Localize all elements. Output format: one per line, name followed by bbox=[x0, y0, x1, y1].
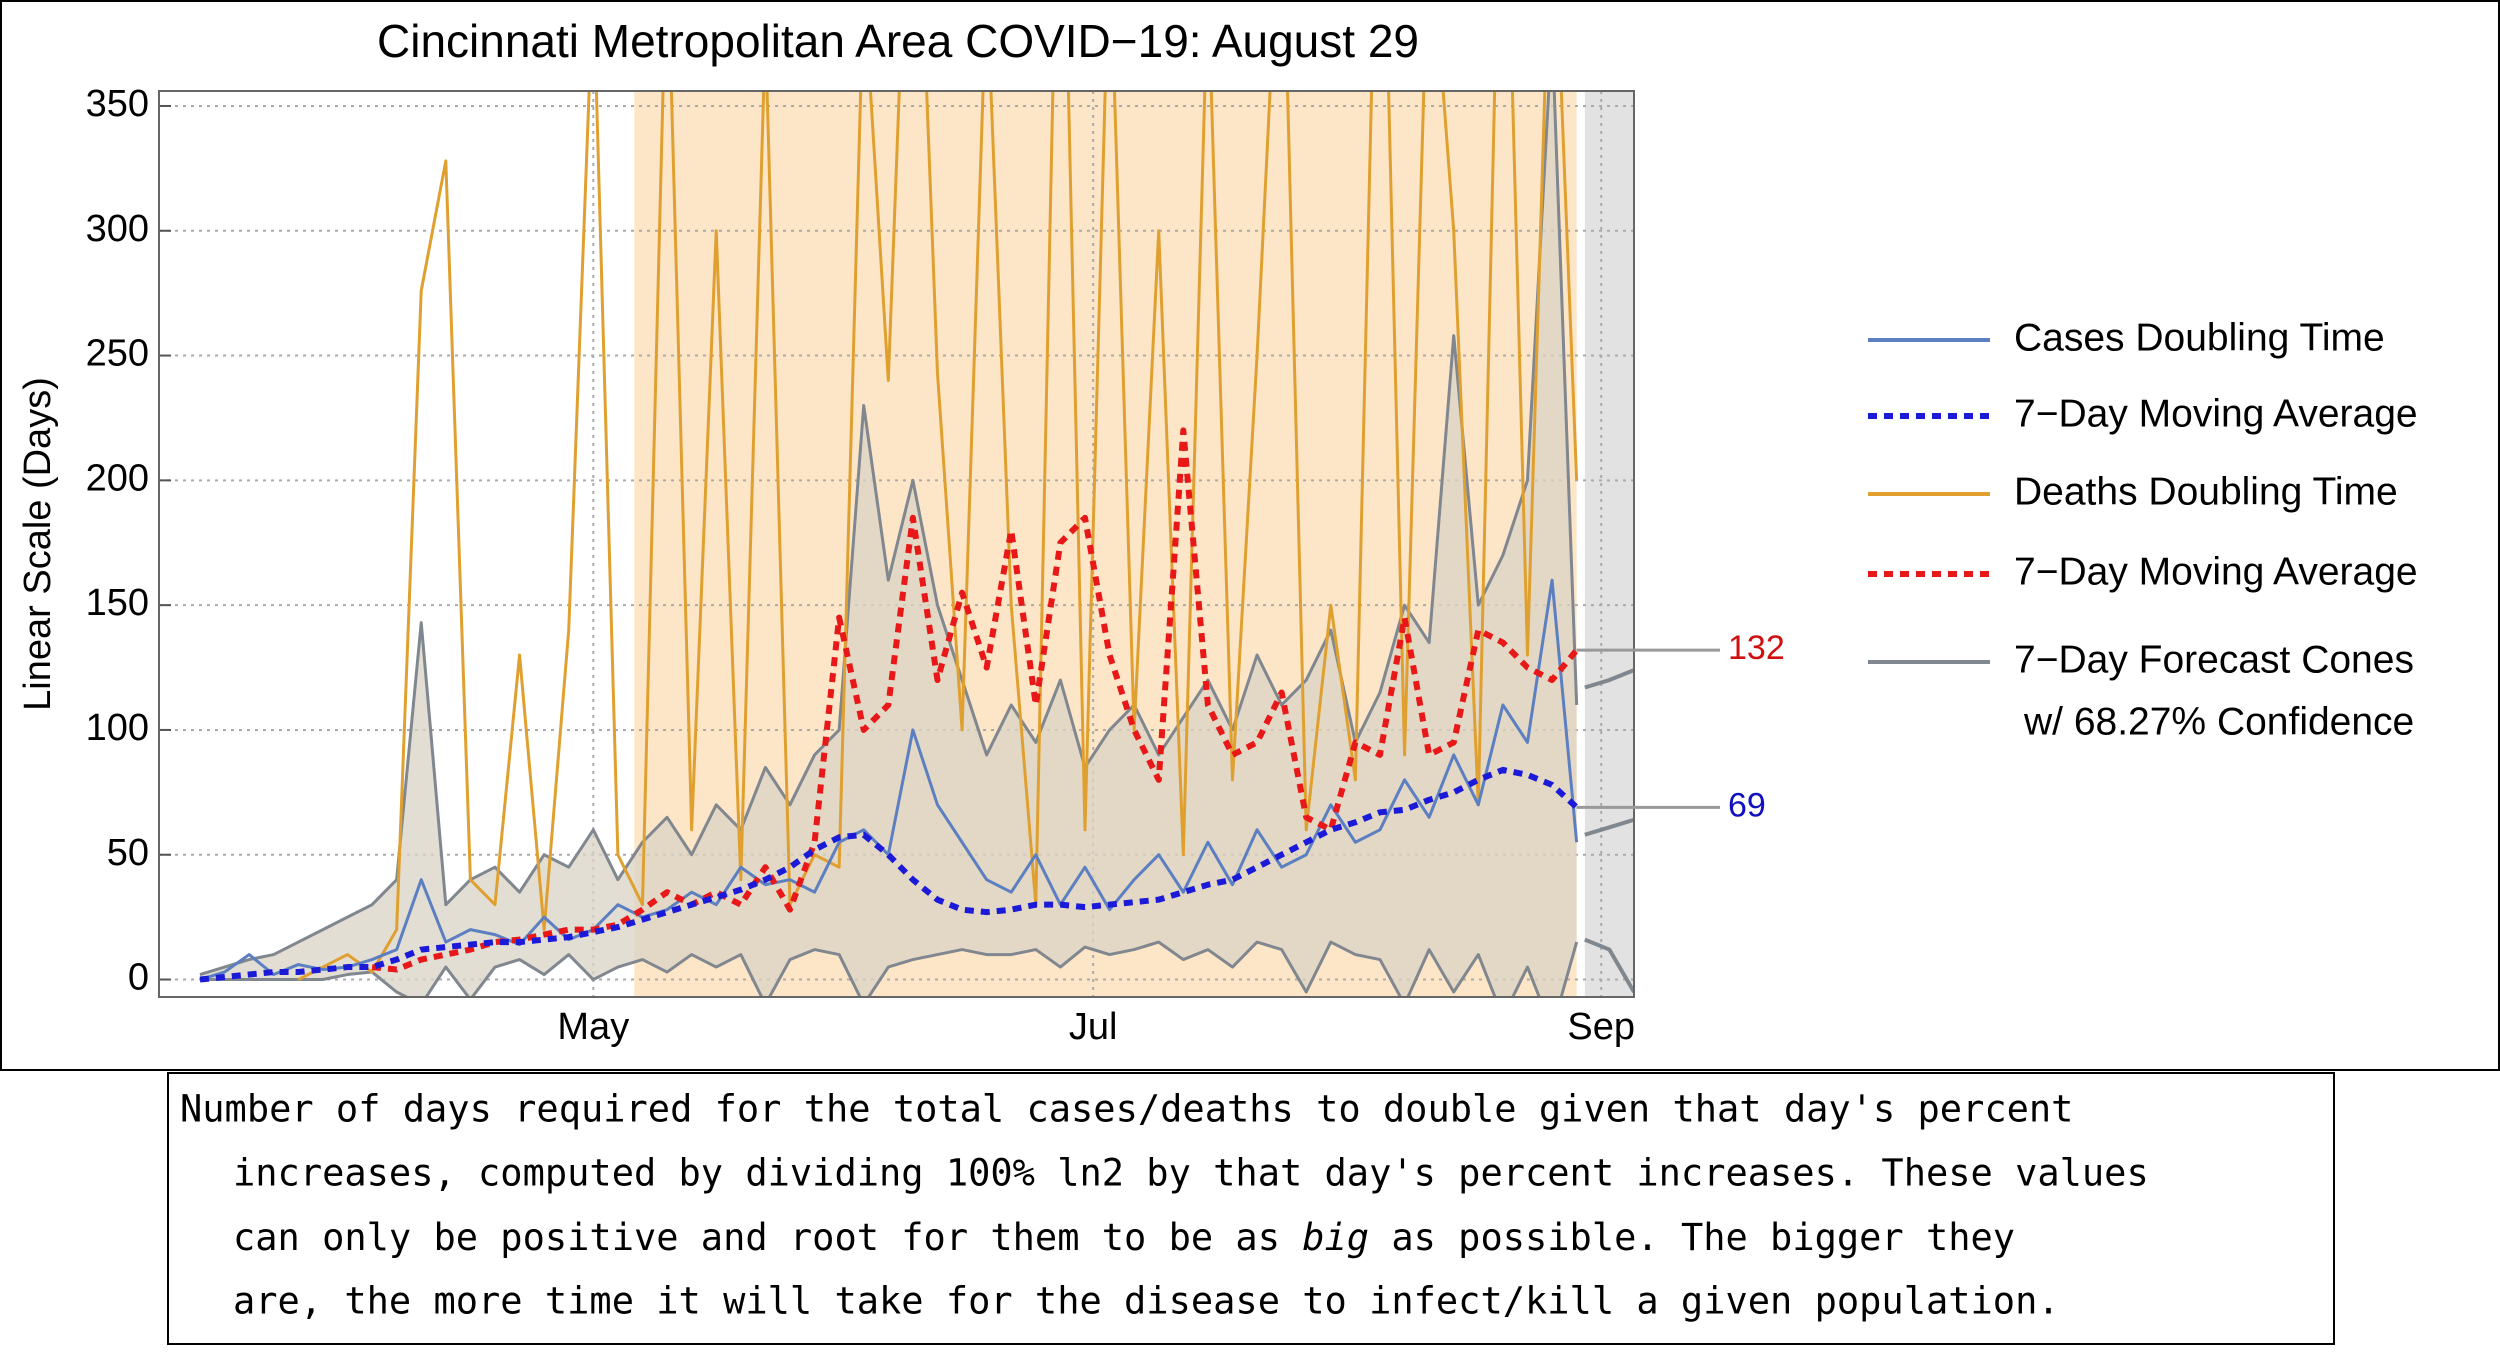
data-line bbox=[199, 578, 1579, 981]
legend-label: Cases Doubling Time bbox=[2014, 316, 2385, 359]
legend-label: 7−Day Forecast Cones bbox=[2014, 638, 2414, 681]
y-tick-label: 150 bbox=[86, 582, 149, 624]
cone-lower bbox=[199, 940, 1579, 997]
legend-label: 7−Day Moving Average bbox=[2014, 550, 2418, 593]
plot-frame bbox=[158, 90, 1635, 998]
legend-label: Deaths Doubling Time bbox=[2014, 470, 2398, 513]
caption-line: are, the more time it will take for the … bbox=[233, 1280, 2060, 1323]
x-tick-label: Sep bbox=[1567, 1006, 1635, 1048]
legend-label: 7−Day Moving Average bbox=[2014, 392, 2418, 435]
caption-text: as possible. The bigger they bbox=[1369, 1216, 2015, 1259]
x-tick-label: Jul bbox=[1069, 1006, 1118, 1048]
caption-text: can only be positive and root for them t… bbox=[233, 1216, 1302, 1259]
caption-box bbox=[167, 1072, 2335, 1345]
y-tick-label: 300 bbox=[86, 208, 149, 250]
y-tick-label: 350 bbox=[86, 83, 149, 125]
chart-frame bbox=[0, 0, 2500, 1071]
y-axis-label: Linear Scale (Days) bbox=[17, 377, 59, 711]
shaded-band bbox=[1584, 91, 1634, 997]
plot-area bbox=[159, 91, 1634, 997]
y-tick-label: 0 bbox=[128, 957, 149, 999]
caption-line: Number of days required for the total ca… bbox=[180, 1088, 2073, 1131]
data-line bbox=[297, 91, 1579, 981]
axes: 0 50 100 150 200 250 300 350 May Jul Sep 132 69 Cases… bbox=[86, 83, 2418, 1048]
forecast-line bbox=[1584, 817, 1634, 837]
annotation-label: 69 bbox=[1728, 786, 1766, 824]
y-tick-label: 200 bbox=[86, 457, 149, 499]
y-tick-label: 250 bbox=[86, 333, 149, 375]
forecast-line bbox=[1584, 668, 1634, 690]
caption-line: increases, computed by dividing 100% ln2… bbox=[233, 1152, 2149, 1195]
caption-line: can only be positive and root for them t… bbox=[233, 1216, 2015, 1259]
x-tick-label: May bbox=[557, 1006, 629, 1048]
chart-title: Cincinnati Metropolitan Area COVID−19: A… bbox=[377, 15, 1419, 67]
legend-label: w/ 68.27% Confidence bbox=[2023, 700, 2414, 743]
y-tick-label: 50 bbox=[107, 832, 149, 874]
cone-upper bbox=[199, 91, 1579, 976]
y-tick-label: 100 bbox=[86, 707, 149, 749]
caption-italic: big bbox=[1302, 1216, 1369, 1259]
forecast-line bbox=[1584, 937, 1634, 994]
annotation-label: 132 bbox=[1728, 629, 1785, 667]
